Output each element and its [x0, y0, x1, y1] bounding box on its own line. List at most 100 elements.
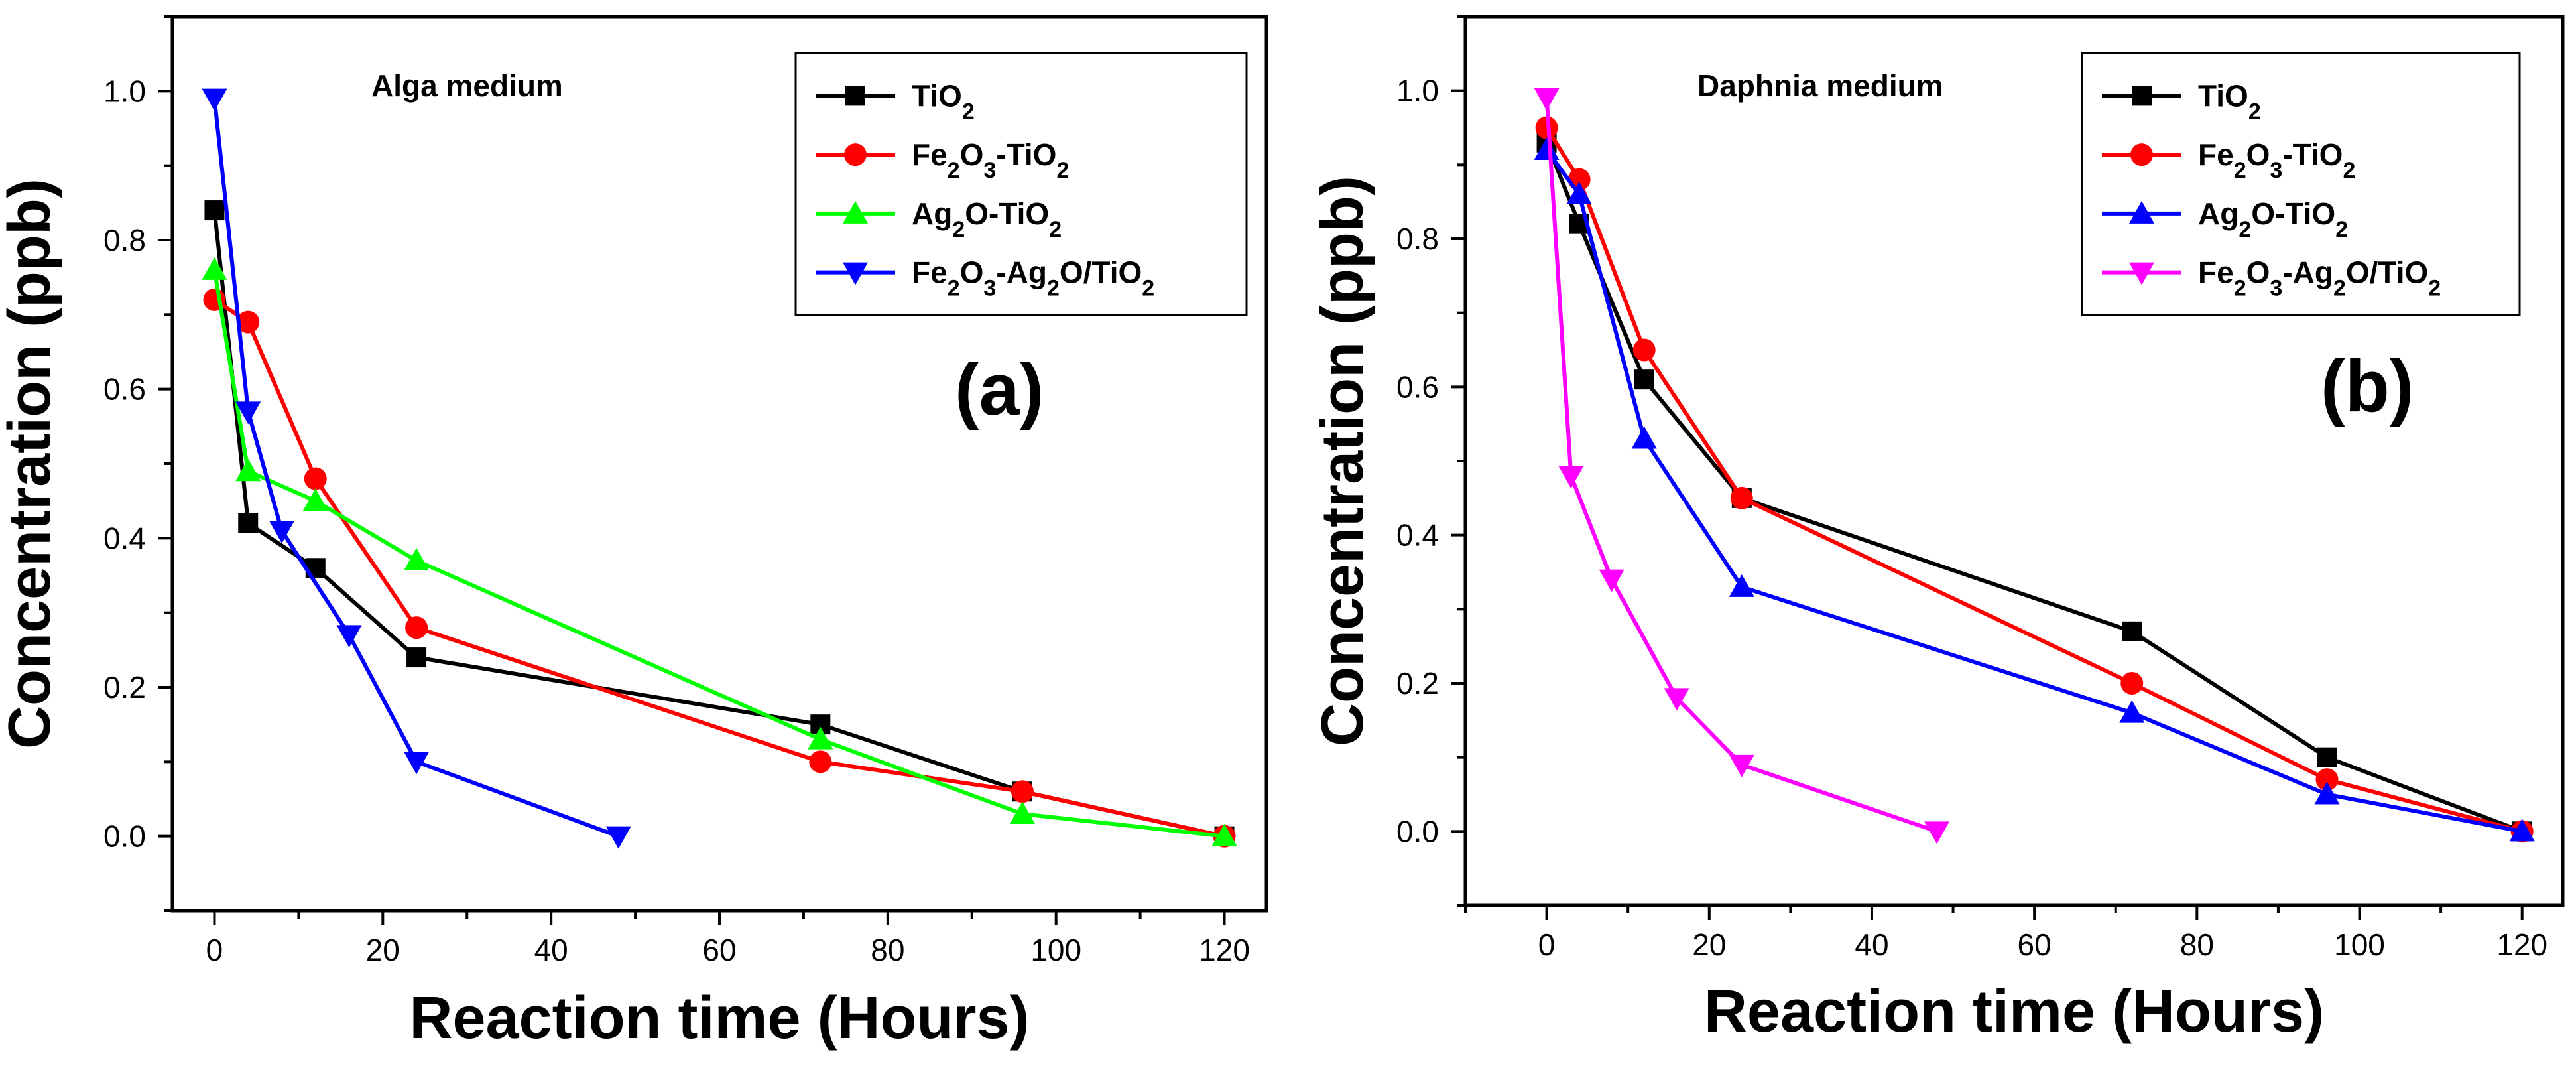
data-point	[1634, 369, 1654, 390]
legend-marker	[2129, 262, 2154, 285]
y-tick-label: 0.6	[103, 372, 146, 407]
panel-tag: (a)	[955, 349, 1044, 431]
series-3	[202, 88, 631, 849]
y-tick-label: 0.2	[1396, 666, 1439, 700]
legend-item: Fe2O3-TiO2	[816, 137, 1069, 183]
data-point	[1729, 754, 1754, 777]
legend-marker	[844, 143, 867, 167]
y-tick-label: 0.0	[1396, 814, 1439, 848]
y-tick-label: 1.0	[1396, 74, 1439, 108]
x-tick-label: 100	[1030, 933, 1081, 967]
x-tick-label: 20	[366, 933, 400, 967]
legend-label: Fe2O3-Ag2O/TiO2	[2198, 255, 2441, 301]
data-point	[2120, 672, 2144, 695]
data-point	[1009, 801, 1035, 824]
data-point	[235, 458, 261, 482]
data-point	[1534, 88, 1560, 111]
legend-label: Fe2O3-TiO2	[2198, 137, 2355, 183]
data-point	[1729, 574, 1754, 597]
data-point	[2317, 747, 2337, 767]
legend-marker	[843, 262, 868, 285]
series-line	[1544, 98, 1938, 834]
data-point	[2122, 621, 2142, 641]
y-tick-label: 0.8	[103, 223, 146, 257]
y-tick-label: 0.2	[103, 670, 146, 704]
data-point	[404, 752, 430, 775]
series-line	[212, 98, 619, 838]
data-point	[235, 401, 261, 425]
data-point	[405, 616, 428, 639]
panel-a: 0 20 40 60 80 100 120 0.0 0.2 0.4 0.6 0.8 1.0 Reactio…	[0, 15, 1268, 1051]
legend-label: TiO2	[912, 78, 975, 124]
data-point	[1632, 338, 1656, 362]
legend: TiO2 Fe2O3-TiO2 Ag2O-TiO2 Fe2O3-Ag2O/TiO2	[2081, 52, 2521, 316]
series-2	[1534, 137, 2535, 842]
legend-item: Ag2O-TiO2	[816, 196, 1062, 242]
x-tick-label: 40	[534, 933, 568, 967]
legend-item: Fe2O3-Ag2O/TiO2	[816, 255, 1154, 301]
legend-marker	[845, 86, 865, 106]
data-point	[1924, 821, 1950, 844]
x-tick-label: 60	[702, 933, 736, 967]
y-tick-label: 1.0	[103, 74, 146, 108]
data-point	[808, 726, 833, 750]
data-point	[2315, 768, 2339, 791]
legend-label: Ag2O-TiO2	[2198, 196, 2348, 242]
data-point	[336, 625, 362, 648]
data-point	[237, 310, 260, 334]
legend-item: TiO2	[816, 78, 975, 124]
x-tick-label: 120	[2496, 927, 2547, 962]
legend-label: Fe2O3-Ag2O/TiO2	[912, 255, 1154, 301]
legend-marker	[2129, 200, 2154, 224]
y-tick-label: 0.6	[1396, 369, 1439, 404]
data-point	[269, 521, 294, 544]
data-point	[1566, 182, 1592, 204]
x-tick-label: 40	[1855, 927, 1888, 962]
x-tick-label: 0	[206, 933, 223, 967]
x-tick-label: 20	[1692, 927, 1726, 962]
panel-b: 0 20 40 60 80 100 120 0.0 0.2 0.4 0.6 0.8 1.0 Reactio…	[1310, 15, 2565, 1045]
x-tick-label: 80	[871, 933, 904, 967]
x-tick-label: 80	[2180, 927, 2214, 962]
y-axis-label: Concentration (ppb)	[1310, 176, 1376, 746]
x-tick-label: 60	[2018, 927, 2052, 962]
data-point	[202, 88, 227, 111]
data-point	[2509, 819, 2535, 842]
data-point	[304, 467, 327, 490]
legend: TiO2 Fe2O3-TiO2 Ag2O-TiO2 Fe2O3-Ag2O/TiO2	[794, 52, 1248, 316]
series-2	[202, 257, 1237, 846]
legend-item: Fe2O3-Ag2O/TiO2	[2102, 255, 2441, 301]
panel-tag: (b)	[2321, 346, 2414, 427]
data-point	[1534, 137, 1560, 160]
data-point	[1599, 569, 1625, 592]
data-point	[406, 647, 427, 668]
legend-label: TiO2	[2198, 78, 2261, 124]
legend-marker	[2130, 143, 2153, 167]
data-point	[204, 200, 225, 221]
x-axis-label: Reaction time (Hours)	[1704, 978, 2324, 1045]
series-1	[203, 288, 1236, 848]
data-point	[1011, 780, 1034, 803]
legend-label: Fe2O3-TiO2	[912, 137, 1069, 183]
data-point	[1631, 426, 1657, 449]
data-point	[1730, 486, 1753, 509]
x-tick-label: 100	[2334, 927, 2385, 962]
series-line	[213, 298, 1225, 838]
legend-marker	[843, 200, 868, 224]
data-point	[2314, 781, 2340, 805]
y-tick-label: 0.8	[1396, 222, 1439, 256]
x-axis-label: Reaction time (Hours)	[409, 985, 1029, 1051]
x-tick-label: 120	[1199, 933, 1250, 967]
data-point	[809, 750, 832, 773]
data-point	[238, 513, 259, 533]
legend-marker	[2132, 86, 2152, 106]
data-point	[404, 548, 430, 571]
y-tick-label: 0.4	[1396, 518, 1439, 553]
legend-item: Ag2O-TiO2	[2102, 196, 2348, 242]
data-point	[202, 257, 227, 280]
data-point	[2119, 700, 2145, 723]
panel-title: Alga medium	[371, 68, 563, 103]
x-tick-label: 0	[1538, 927, 1556, 962]
legend-label: Ag2O-TiO2	[912, 196, 1062, 242]
